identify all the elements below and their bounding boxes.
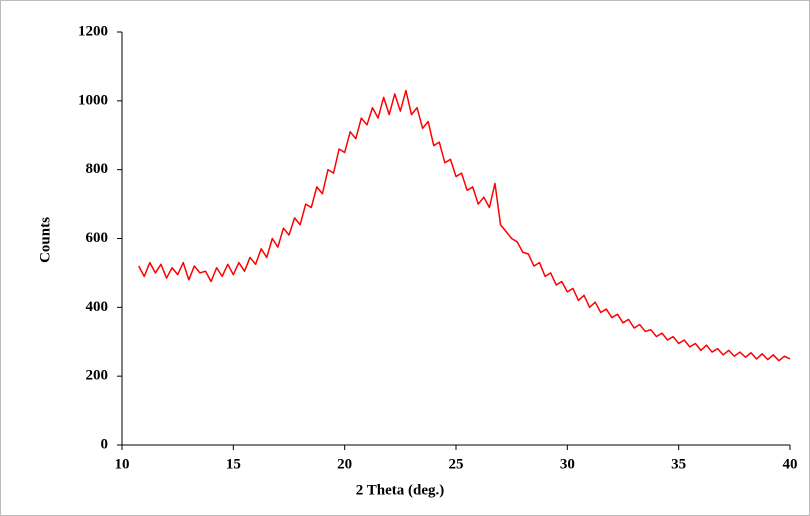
x-tick-label: 25	[449, 456, 464, 472]
y-axis-title: Counts	[37, 217, 53, 263]
y-tick-label: 600	[86, 230, 109, 246]
y-tick-label: 1200	[78, 23, 108, 39]
y-tick-label: 0	[101, 436, 109, 452]
x-tick-label: 10	[115, 456, 130, 472]
x-tick-label: 30	[560, 456, 575, 472]
x-tick-label: 35	[671, 456, 686, 472]
data-line	[138, 89, 791, 362]
y-tick-label: 200	[86, 368, 109, 384]
y-tick-label: 1000	[78, 92, 108, 108]
x-axis-title: 2 Theta (deg.)	[356, 482, 444, 498]
x-tick-label: 40	[783, 456, 798, 472]
x-tick-label: 20	[337, 456, 352, 472]
x-tick-label: 15	[226, 456, 241, 472]
y-tick-label: 800	[86, 161, 109, 177]
y-tick-label: 400	[86, 299, 109, 315]
